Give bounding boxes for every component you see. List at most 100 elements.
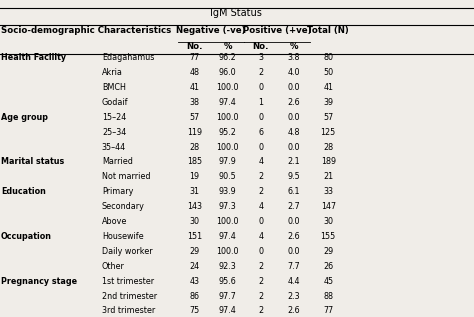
Text: 92.3: 92.3 [219, 262, 237, 271]
Text: 29: 29 [189, 247, 200, 256]
Text: 0: 0 [258, 83, 263, 92]
Text: 97.9: 97.9 [219, 158, 237, 166]
Text: 25–34: 25–34 [102, 128, 126, 137]
Text: Negative (-ve): Negative (-ve) [176, 26, 246, 35]
Text: 50: 50 [323, 68, 333, 77]
Text: 30: 30 [323, 217, 333, 226]
Text: No.: No. [253, 42, 269, 51]
Text: Married: Married [102, 158, 133, 166]
Text: Akria: Akria [102, 68, 123, 77]
Text: 33: 33 [323, 187, 333, 196]
Text: 28: 28 [323, 143, 333, 152]
Text: 97.3: 97.3 [219, 202, 237, 211]
Text: Total (N): Total (N) [307, 26, 349, 35]
Text: 0.0: 0.0 [288, 217, 300, 226]
Text: Other: Other [102, 262, 125, 271]
Text: 9.5: 9.5 [288, 172, 300, 181]
Text: 100.0: 100.0 [216, 143, 239, 152]
Text: 100.0: 100.0 [216, 83, 239, 92]
Text: 31: 31 [189, 187, 200, 196]
Text: 0.0: 0.0 [288, 113, 300, 122]
Text: 77: 77 [189, 53, 200, 62]
Text: 100.0: 100.0 [216, 113, 239, 122]
Text: 88: 88 [323, 292, 333, 301]
Text: 21: 21 [323, 172, 333, 181]
Text: Marital status: Marital status [1, 158, 64, 166]
Text: 80: 80 [323, 53, 333, 62]
Text: 151: 151 [187, 232, 202, 241]
Text: 28: 28 [189, 143, 200, 152]
Text: Age group: Age group [1, 113, 48, 122]
Text: 6: 6 [258, 128, 263, 137]
Text: 4.0: 4.0 [288, 68, 300, 77]
Text: 2: 2 [258, 172, 263, 181]
Text: 41: 41 [189, 83, 200, 92]
Text: 2.7: 2.7 [288, 202, 300, 211]
Text: Not married: Not married [102, 172, 150, 181]
Text: 48: 48 [189, 68, 200, 77]
Text: 96.2: 96.2 [219, 53, 237, 62]
Text: 2: 2 [258, 187, 263, 196]
Text: 2.6: 2.6 [288, 98, 300, 107]
Text: 0.0: 0.0 [288, 247, 300, 256]
Text: 4: 4 [258, 158, 263, 166]
Text: 95.6: 95.6 [219, 277, 237, 286]
Text: 189: 189 [321, 158, 336, 166]
Text: 39: 39 [323, 98, 333, 107]
Text: 0: 0 [258, 247, 263, 256]
Text: 35–44: 35–44 [102, 143, 126, 152]
Text: 143: 143 [187, 202, 202, 211]
Text: 45: 45 [323, 277, 333, 286]
Text: Housewife: Housewife [102, 232, 144, 241]
Text: 97.4: 97.4 [219, 307, 237, 315]
Text: 96.0: 96.0 [219, 68, 237, 77]
Text: BMCH: BMCH [102, 83, 126, 92]
Text: IgM Status: IgM Status [210, 8, 262, 18]
Text: Primary: Primary [102, 187, 133, 196]
Text: 2: 2 [258, 292, 263, 301]
Text: 77: 77 [323, 307, 333, 315]
Text: Pregnancy stage: Pregnancy stage [1, 277, 77, 286]
Text: 2: 2 [258, 68, 263, 77]
Text: 2: 2 [258, 262, 263, 271]
Text: 97.4: 97.4 [219, 98, 237, 107]
Text: 1st trimester: 1st trimester [102, 277, 154, 286]
Text: 2.3: 2.3 [288, 292, 300, 301]
Text: 2.1: 2.1 [288, 158, 300, 166]
Text: 75: 75 [189, 307, 200, 315]
Text: 97.7: 97.7 [219, 292, 237, 301]
Text: 0: 0 [258, 113, 263, 122]
Text: Education: Education [1, 187, 46, 196]
Text: 125: 125 [320, 128, 336, 137]
Text: 0: 0 [258, 217, 263, 226]
Text: 4: 4 [258, 232, 263, 241]
Text: 147: 147 [321, 202, 336, 211]
Text: 0.0: 0.0 [288, 143, 300, 152]
Text: 185: 185 [187, 158, 202, 166]
Text: 4.8: 4.8 [288, 128, 300, 137]
Text: 57: 57 [189, 113, 200, 122]
Text: Daily worker: Daily worker [102, 247, 153, 256]
Text: Occupation: Occupation [1, 232, 52, 241]
Text: 155: 155 [320, 232, 336, 241]
Text: 3: 3 [258, 53, 263, 62]
Text: 93.9: 93.9 [219, 187, 237, 196]
Text: 3rd trimester: 3rd trimester [102, 307, 155, 315]
Text: 6.1: 6.1 [288, 187, 300, 196]
Text: 100.0: 100.0 [216, 217, 239, 226]
Text: %: % [290, 42, 298, 51]
Text: Socio-demographic Characteristics: Socio-demographic Characteristics [1, 26, 171, 35]
Text: 30: 30 [189, 217, 200, 226]
Text: Above: Above [102, 217, 128, 226]
Text: 1: 1 [258, 98, 263, 107]
Text: 38: 38 [189, 98, 200, 107]
Text: 43: 43 [189, 277, 200, 286]
Text: 97.4: 97.4 [219, 232, 237, 241]
Text: Edagahamus: Edagahamus [102, 53, 154, 62]
Text: 2nd trimester: 2nd trimester [102, 292, 157, 301]
Text: 90.5: 90.5 [219, 172, 237, 181]
Text: Health Facility: Health Facility [1, 53, 66, 62]
Text: 41: 41 [323, 83, 333, 92]
Text: 4: 4 [258, 202, 263, 211]
Text: No.: No. [186, 42, 202, 51]
